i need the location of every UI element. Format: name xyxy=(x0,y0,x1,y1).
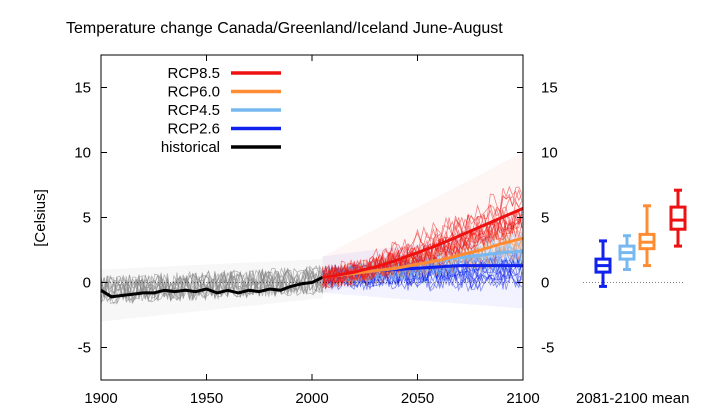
y-tick-label-left: 5 xyxy=(83,210,91,227)
y-axis-label: [Celsius] xyxy=(32,189,49,247)
y-tick-label-right: 10 xyxy=(541,145,558,162)
legend-label: RCP6.0 xyxy=(167,84,220,101)
x-tick-label: 2050 xyxy=(401,390,434,407)
y-tick-label-left: 0 xyxy=(83,275,91,292)
y-tick-label-right: 5 xyxy=(541,210,549,227)
historical-member xyxy=(100,266,323,305)
legend-label: historical xyxy=(161,139,220,156)
x-tick-label: 1900 xyxy=(84,390,117,407)
box-rcp4.5 xyxy=(618,234,636,271)
period-mean-boxes xyxy=(594,188,687,288)
axes-ticks: 1900 1950 2000 2050 2100 -5 -5 0 0 5 5 10 10 15 15 xyxy=(74,55,558,407)
box-rcp6.0 xyxy=(638,204,656,268)
x-tick-label: 2100 xyxy=(506,390,539,407)
y-tick-label-left: 15 xyxy=(74,80,91,97)
x-tick-label: 2000 xyxy=(295,390,328,407)
chart-title: Temperature change Canada/Greenland/Icel… xyxy=(66,20,503,37)
y-tick-label-left: -5 xyxy=(78,340,91,357)
ensemble-means xyxy=(100,207,524,299)
x-tick-label: 1950 xyxy=(190,390,223,407)
box-rcp8.5 xyxy=(669,188,687,248)
scenario-member xyxy=(322,200,523,289)
y-tick-label-right: 0 xyxy=(541,275,549,292)
y-tick-label-right: 15 xyxy=(541,80,558,97)
legend-label: RCP4.5 xyxy=(167,102,220,119)
legend-label: RCP8.5 xyxy=(167,65,220,82)
legend-label: RCP2.6 xyxy=(167,121,220,138)
period-mean-label: 2081-2100 mean xyxy=(576,390,689,407)
box-iqr xyxy=(669,205,687,231)
series-line-rcp8.5 xyxy=(322,207,524,279)
y-tick-label-left: 10 xyxy=(74,145,91,162)
series-line-historical xyxy=(100,275,324,299)
y-tick-label-right: -5 xyxy=(541,340,554,357)
box-rcp2.6 xyxy=(594,239,612,288)
